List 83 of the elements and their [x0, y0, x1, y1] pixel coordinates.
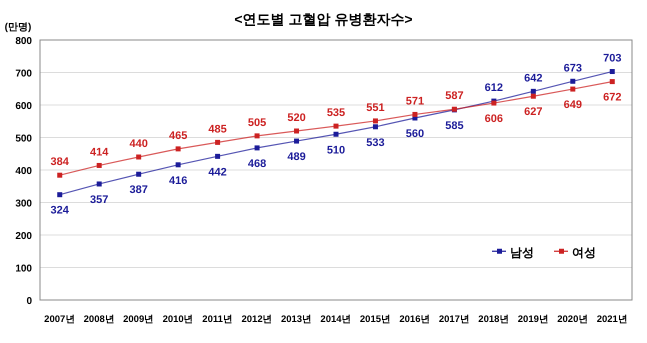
x-tick-label: 2020년	[557, 314, 588, 325]
data-label: 485	[208, 123, 227, 136]
point	[334, 124, 338, 129]
point	[136, 154, 142, 160]
point	[412, 112, 418, 117]
point	[372, 118, 378, 124]
point	[334, 132, 338, 137]
data-label: 585	[445, 120, 464, 132]
point	[610, 69, 615, 74]
data-label: 649	[564, 99, 582, 112]
data-label: 627	[524, 106, 543, 118]
chart-title: <연도별 고혈압 유병환자수>	[234, 11, 413, 27]
x-tick-label: 2017년	[438, 314, 470, 325]
point	[96, 162, 102, 168]
x-tick-label: 2012년	[241, 314, 273, 325]
data-label: 551	[366, 102, 385, 114]
x-tick-label: 2016년	[399, 314, 431, 325]
x-tick-label: 2013년	[280, 314, 312, 325]
data-label: 612	[484, 82, 504, 94]
x-tick-label: 2009년	[123, 314, 154, 325]
point	[57, 172, 62, 178]
data-label: 442	[208, 166, 227, 178]
data-label: 520	[287, 112, 306, 124]
y-tick-label: 300	[15, 198, 32, 210]
data-label: 560	[406, 128, 424, 140]
point	[570, 78, 576, 84]
data-label: 535	[326, 107, 346, 120]
point	[294, 128, 300, 134]
y-tick-label: 500	[15, 134, 32, 144]
point	[530, 94, 536, 99]
data-label: 510	[326, 144, 346, 156]
point	[530, 88, 536, 94]
data-label: 384	[50, 156, 70, 168]
data-label: 606	[484, 113, 504, 126]
point	[57, 192, 62, 198]
data-label: 324	[50, 204, 70, 217]
data-label: 357	[90, 194, 108, 206]
legend-label: 남성	[510, 245, 534, 260]
data-label: 387	[129, 184, 148, 196]
x-tick-label: 2008년	[84, 314, 115, 325]
x-tick-label: 2010년	[162, 314, 194, 325]
x-tick-label: 2021년	[596, 314, 628, 325]
point	[136, 172, 142, 177]
data-label: 440	[129, 138, 148, 150]
data-label: 642	[524, 72, 543, 84]
data-label: 703	[603, 52, 622, 65]
data-label: 672	[603, 92, 622, 104]
y-tick-label: 400	[15, 166, 32, 177]
point	[254, 145, 260, 150]
data-label: 416	[168, 174, 188, 187]
x-tick-label: 2015년	[360, 314, 392, 325]
data-label: 505	[248, 116, 266, 129]
x-tick-label: 2014년	[320, 314, 352, 325]
y-tick-label: 100	[15, 264, 32, 274]
point	[215, 154, 220, 159]
point	[372, 124, 378, 130]
point	[254, 133, 260, 138]
point	[176, 162, 181, 168]
point	[294, 138, 300, 144]
x-tick-label: 2018년	[478, 314, 510, 325]
point	[215, 140, 220, 145]
x-tick-label: 2019년	[518, 314, 549, 325]
data-label: 489	[287, 151, 306, 164]
y-tick-label: 0	[26, 296, 32, 307]
y-tick-label: 700	[15, 68, 32, 80]
x-tick-label: 2011년	[202, 314, 233, 325]
point	[570, 86, 576, 92]
y-tick-label: 200	[15, 231, 32, 242]
x-tick-label: 2007년	[44, 314, 76, 325]
point	[176, 146, 181, 152]
legend-label: 여성	[572, 245, 596, 260]
y-tick-label: 600	[15, 101, 32, 112]
data-label: 587	[445, 90, 464, 102]
data-label: 468	[248, 158, 266, 170]
data-label: 414	[90, 146, 110, 158]
y-tick-label: 800	[15, 36, 32, 47]
data-label: 533	[366, 136, 385, 149]
point	[610, 79, 615, 84]
data-label: 465	[168, 130, 188, 142]
y-axis-title: (만명)	[4, 22, 32, 33]
data-label: 673	[564, 62, 582, 74]
data-label: 571	[406, 95, 424, 108]
point	[96, 181, 102, 186]
